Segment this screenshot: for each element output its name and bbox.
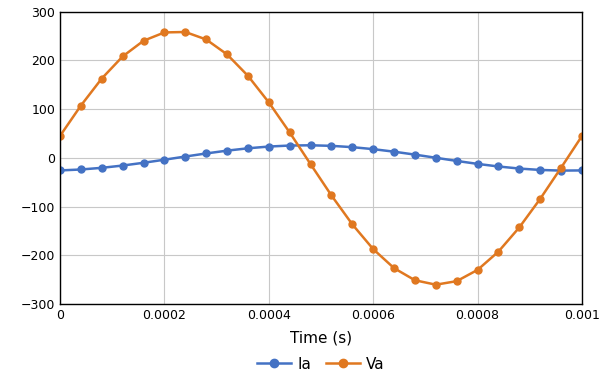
X-axis label: Time (s): Time (s): [290, 330, 352, 346]
Va: [516, 225, 523, 230]
Ia: [223, 148, 230, 153]
Ia: [307, 143, 314, 148]
Ia: [182, 154, 189, 159]
Va: [307, 162, 314, 167]
Line: Va: Va: [56, 28, 586, 288]
Va: [474, 268, 481, 272]
Ia: [349, 145, 356, 149]
Ia: [286, 143, 293, 148]
Va: [349, 222, 356, 227]
Va: [56, 134, 64, 138]
Va: [140, 39, 147, 43]
Va: [223, 52, 230, 57]
Va: [391, 266, 398, 271]
Va: [286, 130, 293, 135]
Va: [98, 76, 106, 81]
Va: [453, 279, 460, 284]
Va: [370, 247, 377, 252]
Legend: Ia, Va: Ia, Va: [251, 351, 391, 378]
Ia: [391, 149, 398, 154]
Ia: [557, 168, 565, 173]
Va: [244, 73, 251, 78]
Ia: [140, 160, 147, 165]
Ia: [370, 147, 377, 151]
Ia: [203, 151, 210, 156]
Va: [161, 30, 168, 35]
Ia: [119, 163, 126, 168]
Va: [77, 103, 85, 108]
Ia: [453, 159, 460, 163]
Ia: [77, 167, 85, 172]
Ia: [328, 144, 335, 148]
Ia: [536, 168, 544, 172]
Ia: [244, 146, 251, 151]
Ia: [265, 144, 272, 149]
Ia: [578, 168, 586, 173]
Va: [432, 282, 439, 287]
Va: [203, 37, 210, 42]
Va: [557, 165, 565, 170]
Ia: [516, 166, 523, 171]
Va: [119, 54, 126, 59]
Va: [578, 134, 586, 138]
Ia: [98, 165, 106, 170]
Va: [182, 30, 189, 34]
Ia: [474, 161, 481, 166]
Ia: [495, 164, 502, 169]
Va: [536, 197, 544, 201]
Ia: [412, 152, 419, 157]
Ia: [161, 158, 168, 162]
Va: [265, 100, 272, 105]
Ia: [56, 168, 64, 173]
Line: Ia: Ia: [56, 142, 586, 174]
Ia: [432, 156, 439, 160]
Va: [328, 193, 335, 198]
Va: [495, 249, 502, 254]
Va: [412, 278, 419, 283]
